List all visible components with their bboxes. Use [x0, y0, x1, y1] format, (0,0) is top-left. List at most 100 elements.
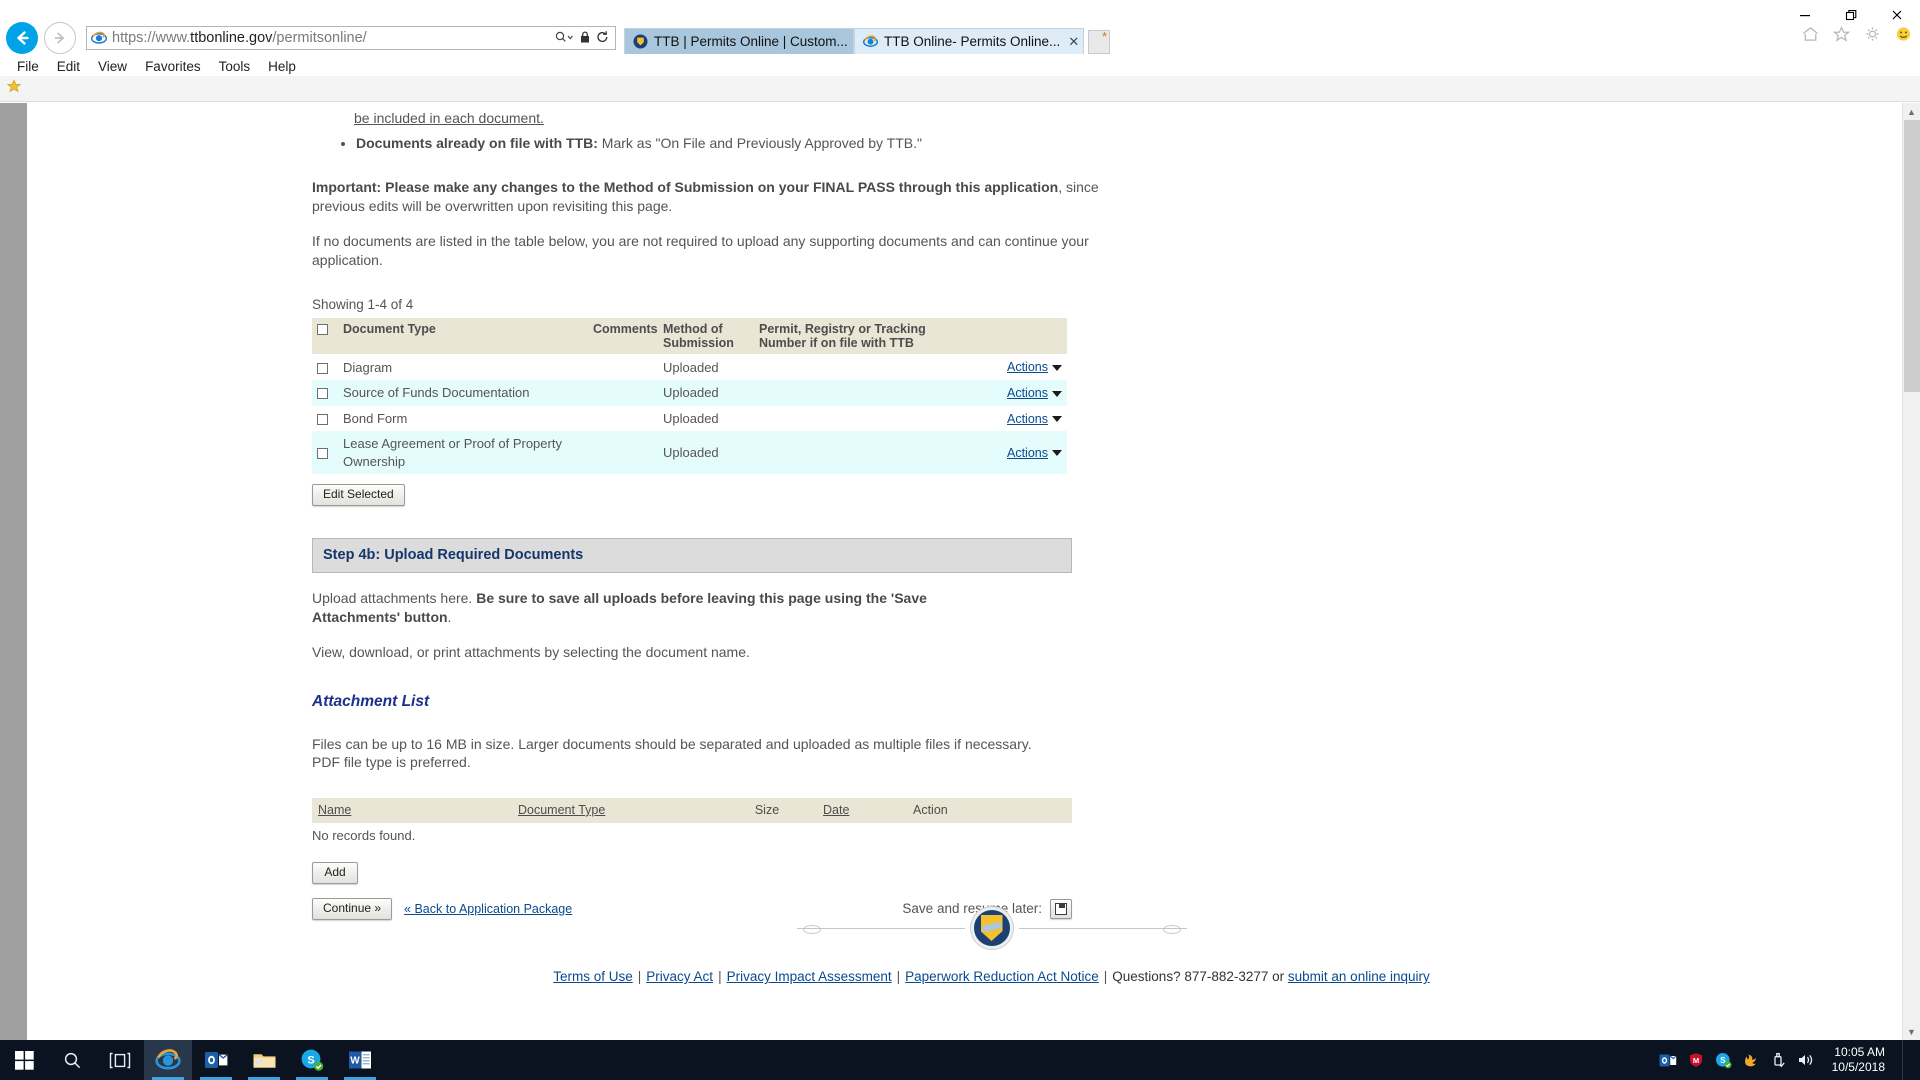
- outlook-taskbar-button[interactable]: [192, 1040, 240, 1080]
- menu-file[interactable]: File: [17, 58, 39, 74]
- cell-comments: [588, 380, 658, 406]
- footer-link-submit-online-inquiry[interactable]: submit an online inquiry: [1287, 969, 1430, 984]
- add-button[interactable]: Add: [312, 861, 358, 885]
- favorites-star-icon[interactable]: [1833, 26, 1850, 42]
- gear-icon[interactable]: [1864, 26, 1881, 42]
- actions-link[interactable]: Actions: [1007, 385, 1048, 400]
- url-text: https://www.ttbonline.gov/permitsonline/: [112, 30, 554, 46]
- file-size-note-line-1: Files can be up to 16 MB in size. Larger…: [312, 735, 1032, 752]
- menu-tools[interactable]: Tools: [218, 58, 251, 74]
- row-checkbox[interactable]: [317, 447, 328, 459]
- search-dropdown-icon[interactable]: [554, 30, 574, 47]
- minimize-icon[interactable]: [1782, 0, 1828, 30]
- system-tray: M S 10:05 AM 10/5/2018: [1659, 1040, 1920, 1080]
- header-document-type-label[interactable]: Document Type: [518, 802, 606, 817]
- menu-view[interactable]: View: [98, 58, 128, 74]
- actions-link[interactable]: Actions: [1007, 360, 1048, 375]
- footer-divider-left: [796, 924, 965, 934]
- vertical-scrollbar[interactable]: ▲ ▼: [1902, 103, 1920, 1040]
- chevron-down-icon[interactable]: [1052, 364, 1062, 371]
- forward-arrow-icon[interactable]: [44, 22, 76, 54]
- browser-window: https://www.ttbonline.gov/permitsonline/: [0, 0, 1920, 1040]
- scroll-up-arrow-icon[interactable]: ▲: [1903, 103, 1920, 120]
- header-date: Date: [817, 797, 907, 823]
- word-taskbar-button[interactable]: W: [336, 1040, 384, 1080]
- taskbar-clock[interactable]: 10:05 AM 10/5/2018: [1826, 1045, 1885, 1075]
- continue-button[interactable]: Continue »: [312, 898, 393, 921]
- actions-link[interactable]: Actions: [1007, 445, 1048, 460]
- close-icon[interactable]: ✕: [1068, 33, 1080, 49]
- refresh-icon[interactable]: [596, 30, 609, 47]
- scrollbar-thumb[interactable]: [1904, 120, 1920, 392]
- skype-tray-icon[interactable]: S: [1715, 1052, 1732, 1069]
- tab-ttb-online-permits-online[interactable]: TTB Online- Permits Online... ✕: [854, 28, 1084, 54]
- cell-actions: Actions: [978, 406, 1067, 432]
- volume-icon[interactable]: [1797, 1052, 1815, 1068]
- home-icon[interactable]: [1802, 26, 1819, 42]
- flame-tray-icon[interactable]: [1743, 1052, 1760, 1068]
- close-icon[interactable]: [1874, 0, 1920, 30]
- footer-link-privacy-impact-assessment[interactable]: Privacy Impact Assessment: [726, 969, 892, 984]
- row-checkbox[interactable]: [317, 413, 328, 425]
- select-all-checkbox[interactable]: [317, 323, 328, 335]
- new-tab-button[interactable]: [1088, 29, 1110, 54]
- chevron-down-icon[interactable]: [1052, 450, 1062, 457]
- start-button[interactable]: [0, 1040, 48, 1080]
- outlook-tray-icon[interactable]: [1659, 1053, 1677, 1068]
- chevron-down-icon[interactable]: [1052, 416, 1062, 423]
- header-date-label[interactable]: Date: [823, 802, 850, 817]
- footer-link-paperwork-reduction-act-notice[interactable]: Paperwork Reduction Act Notice: [905, 969, 1099, 984]
- back-to-application-package-link[interactable]: « Back to Application Package: [404, 901, 573, 916]
- task-view-button[interactable]: [96, 1040, 144, 1080]
- svg-text:M: M: [1692, 1056, 1698, 1065]
- step-4b-header: Step 4b: Upload Required Documents: [312, 537, 1072, 574]
- table-row: Diagram Uploaded Actions: [312, 354, 1067, 380]
- cell-actions: Actions: [978, 380, 1067, 406]
- cell-method-of-submission: Uploaded: [663, 385, 719, 401]
- header-permit-number: Permit, Registry or Tracking Number if o…: [754, 317, 978, 355]
- favorites-folder-icon[interactable]: [6, 78, 22, 99]
- attachment-list-table: Name Document Type Size Date Action: [312, 797, 1072, 823]
- search-button[interactable]: [48, 1040, 96, 1080]
- row-checkbox[interactable]: [317, 362, 328, 374]
- menu-edit[interactable]: Edit: [56, 58, 81, 74]
- taskbar-buttons: S W: [0, 1040, 384, 1080]
- table-row: Source of Funds Documentation Uploaded A…: [312, 379, 1067, 406]
- bullet-bold-label: Documents already on file with TTB:: [356, 134, 598, 151]
- header-name-label[interactable]: Name: [318, 802, 352, 817]
- actions-link[interactable]: Actions: [1007, 411, 1048, 426]
- favorites-bar: [0, 76, 1920, 102]
- scroll-down-arrow-icon[interactable]: ▼: [1903, 1023, 1920, 1040]
- smiley-feedback-icon[interactable]: [1895, 26, 1912, 42]
- tab-ttb-permits-online-customer[interactable]: TTB | Permits Online | Custom...: [624, 28, 854, 54]
- file-explorer-taskbar-button[interactable]: [240, 1040, 288, 1080]
- mcafee-tray-icon[interactable]: M: [1688, 1052, 1704, 1068]
- save-resume-button[interactable]: [1050, 899, 1072, 920]
- continued-underlined-text: be included in each document.: [354, 110, 544, 126]
- skype-taskbar-button[interactable]: S: [288, 1040, 336, 1080]
- footer-links: Terms of Use | Privacy Act | Privacy Impact …: [54, 963, 1920, 984]
- upload-instructions: Upload attachments here. Be sure to save…: [312, 589, 1002, 626]
- no-documents-note: If no documents are listed in the table …: [312, 233, 1089, 269]
- row-checkbox-cell: [312, 406, 338, 432]
- edit-selected-button[interactable]: Edit Selected: [312, 483, 405, 506]
- back-arrow-icon[interactable]: [6, 22, 38, 54]
- menu-help[interactable]: Help: [268, 58, 296, 74]
- menu-favorites[interactable]: Favorites: [145, 58, 201, 74]
- address-bar[interactable]: https://www.ttbonline.gov/permitsonline/: [86, 26, 616, 50]
- cell-actions: Actions: [978, 354, 1067, 380]
- chevron-down-icon[interactable]: [1052, 390, 1062, 397]
- upload-text-bold: Be sure to save all uploads before leavi…: [312, 590, 927, 625]
- internet-explorer-taskbar-button[interactable]: [144, 1040, 192, 1080]
- usb-eject-icon[interactable]: [1771, 1052, 1786, 1068]
- header-document-type: Document Type: [338, 317, 588, 355]
- header-actions: [978, 317, 1067, 355]
- cell-permit-number: [754, 354, 978, 380]
- restore-icon[interactable]: [1828, 0, 1874, 30]
- internet-explorer-icon: [862, 34, 879, 49]
- show-desktop-button[interactable]: [1902, 1040, 1908, 1080]
- row-checkbox[interactable]: [317, 388, 328, 400]
- footer-link-terms-of-use[interactable]: Terms of Use: [553, 969, 633, 984]
- svg-text:S: S: [1720, 1056, 1726, 1065]
- footer-link-privacy-act[interactable]: Privacy Act: [646, 969, 714, 984]
